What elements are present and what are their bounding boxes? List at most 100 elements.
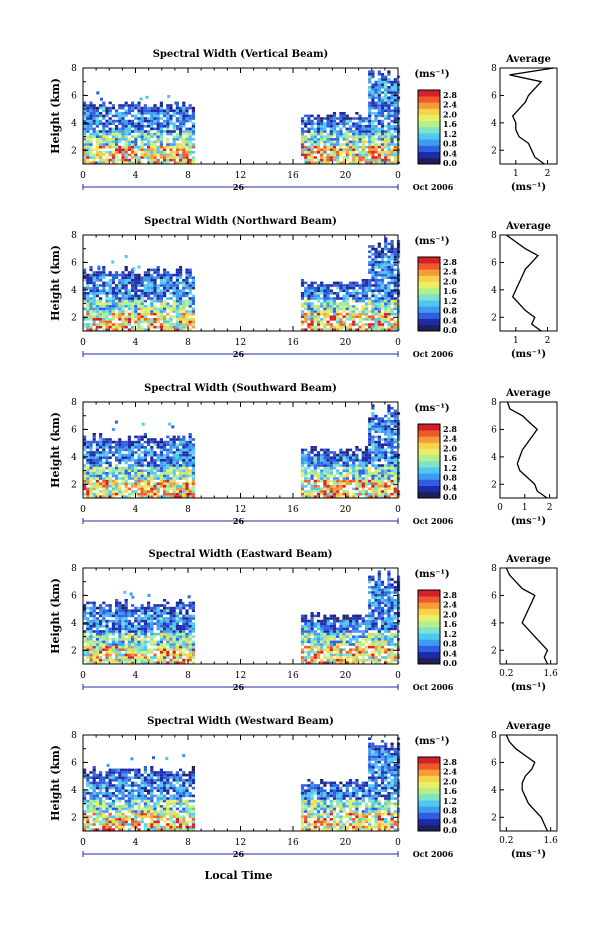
heatmap-cell (134, 310, 138, 313)
heatmap-cell (95, 312, 99, 316)
heatmap-cell (159, 112, 163, 115)
heatmap-cell (380, 91, 385, 94)
heatmap-cell (393, 325, 397, 329)
heatmap-cell (150, 446, 154, 449)
heatmap-cell (156, 658, 160, 662)
heatmap-cell (143, 479, 147, 483)
heatmap-cell (326, 302, 330, 305)
heatmap-cell (380, 135, 385, 138)
heatmap-cell (368, 104, 372, 107)
heatmap-cell (320, 140, 324, 144)
heatmap-cell (102, 109, 106, 112)
heatmap-cell (182, 101, 186, 105)
heatmap-cell (384, 310, 388, 313)
heatmap-cell (380, 83, 385, 86)
heatmap-cell (105, 132, 109, 136)
heatmap-cell (156, 161, 160, 164)
heatmap-cell (105, 312, 109, 316)
heatmap-cell (92, 323, 96, 326)
heatmap-cell (185, 286, 189, 290)
heatmap-cell (127, 435, 131, 439)
heatmap-cell (390, 292, 394, 295)
heatmap-cell (92, 119, 96, 123)
heatmap-cell (159, 106, 163, 110)
heatmap-cell (175, 606, 179, 610)
heatmap-cell (300, 315, 305, 318)
heatmap-cell (89, 114, 93, 118)
heatmap-cell (124, 268, 128, 272)
heatmap-cell (374, 328, 378, 331)
heatmap-cell (108, 122, 112, 125)
heatmap-cell (115, 440, 119, 444)
heatmap-cell (172, 632, 176, 636)
heatmap-cell (156, 125, 160, 128)
heatmap-cell (323, 127, 327, 131)
heatmap-cell (316, 323, 321, 326)
heatmap-cell (185, 106, 189, 110)
heatmap-cell (182, 112, 186, 115)
heatmap-cell (182, 446, 186, 449)
heatmap-cell (150, 630, 154, 633)
heatmap-cell (185, 640, 189, 644)
heatmap-cell (384, 297, 388, 300)
heatmap-cell (115, 119, 119, 123)
heatmap-cell (153, 312, 157, 316)
heatmap-cell (326, 312, 330, 316)
heatmap-cell (140, 638, 144, 641)
colorbar-frame (417, 89, 441, 165)
heatmap-cell (307, 305, 311, 308)
heatmap-cell (377, 307, 381, 311)
heatmap-cell (159, 656, 163, 659)
heatmap-cell (134, 299, 138, 303)
heatmap-cell (169, 630, 173, 633)
heatmap-cell (364, 153, 369, 157)
heatmap-cell (124, 648, 128, 651)
heatmap-cell (313, 122, 317, 125)
heatmap-cell (92, 658, 96, 662)
heatmap-cell (310, 286, 314, 290)
heatmap-cell (342, 482, 346, 485)
heatmap-cell (326, 477, 330, 480)
heatmap-cell (102, 286, 106, 290)
heatmap-cell (332, 119, 337, 123)
heatmap-cell (86, 281, 90, 285)
heatmap-cell (166, 145, 170, 149)
heatmap-cell (169, 286, 173, 290)
heatmap-cell (102, 625, 106, 628)
heatmap-cell (150, 617, 154, 620)
heatmap-cell (143, 446, 147, 449)
heatmap-cell (307, 148, 311, 151)
heatmap-cell (147, 138, 151, 141)
heatmap-cell (153, 622, 157, 625)
heatmap-cell (380, 140, 385, 144)
heatmap-cell (150, 279, 154, 282)
heatmap-cell (387, 70, 391, 73)
heatmap-cell (105, 479, 109, 483)
heatmap-cell (163, 130, 167, 133)
heatmap-cell (179, 138, 183, 141)
heatmap-cell (332, 466, 337, 470)
heatmap-cell (182, 461, 186, 465)
heatmap-cell (166, 456, 170, 459)
heatmap-cell (307, 140, 311, 144)
heatmap-cell (143, 312, 147, 316)
heatmap-cell (182, 153, 186, 157)
heatmap-cell (159, 448, 163, 452)
heatmap-cell (336, 490, 340, 493)
heatmap-cell (310, 461, 314, 465)
heatmap-cell (175, 273, 179, 277)
heatmap-cell (387, 461, 391, 465)
heatmap-cell (127, 627, 131, 631)
heatmap-cell (320, 464, 324, 467)
heatmap-cell (374, 127, 378, 131)
heatmap-cell (150, 125, 154, 128)
heatmap-cell (89, 619, 93, 623)
heatmap-cell (140, 302, 144, 305)
heatmap-cell (105, 619, 109, 623)
heatmap-cell (124, 612, 128, 615)
heatmap-cell (313, 453, 317, 457)
heatmap-cell (185, 466, 189, 470)
heatmap-cell (95, 472, 99, 475)
heatmap-cell (393, 156, 397, 159)
heatmap-cell (127, 112, 131, 115)
